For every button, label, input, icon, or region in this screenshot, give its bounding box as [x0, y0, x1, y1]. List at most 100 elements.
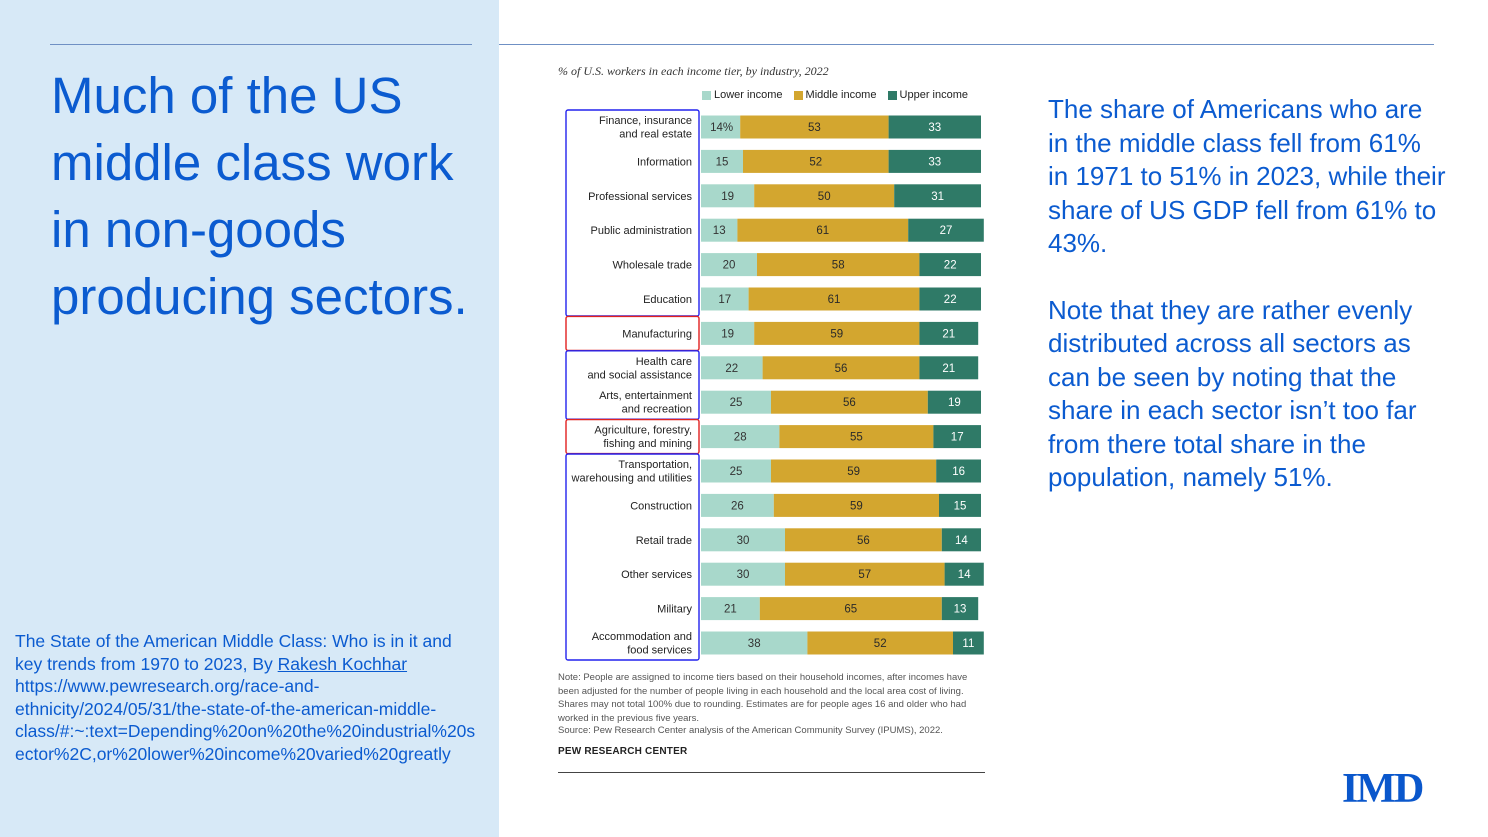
bar-lower — [701, 218, 738, 242]
chart-legend: Lower income Middle income Upper income — [702, 89, 976, 103]
data-label-middle: 59 — [830, 328, 843, 340]
data-label-lower: 25 — [730, 397, 743, 409]
bar-middle — [754, 184, 895, 208]
bar-upper — [953, 631, 984, 655]
data-label-middle: 56 — [835, 363, 848, 375]
bar-upper — [939, 493, 981, 517]
data-label-upper: 14 — [955, 535, 968, 547]
category-label: warehousing and utilities — [571, 473, 693, 485]
bar-middle — [771, 459, 937, 483]
commentary-paragraph-2: Note that they are rather evenly distrib… — [1048, 294, 1417, 493]
bar-upper — [927, 390, 981, 414]
bar-upper — [919, 321, 979, 345]
category-label: Education — [643, 294, 692, 306]
bar-middle — [771, 390, 928, 414]
bar-lower — [701, 149, 743, 173]
data-label-lower: 21 — [724, 604, 737, 616]
data-label-middle: 61 — [816, 225, 829, 237]
data-label-lower: 22 — [725, 363, 738, 375]
category-label: fishing and mining — [603, 438, 692, 450]
bar-middle — [807, 631, 953, 655]
data-label-upper: 16 — [952, 466, 965, 478]
category-label: and real estate — [619, 129, 692, 141]
chart-title: % of U.S. workers in each income tier, b… — [558, 64, 829, 78]
bar-lower — [701, 631, 808, 655]
data-label-upper: 33 — [928, 156, 941, 168]
bar-lower — [701, 425, 780, 449]
data-label-lower: 14% — [710, 122, 733, 134]
bar-middle — [754, 321, 920, 345]
data-label-upper: 14 — [958, 569, 971, 581]
bar-middle — [759, 597, 942, 621]
category-label: Transportation, — [618, 459, 692, 471]
data-label-upper: 33 — [928, 122, 941, 134]
data-label-upper: 17 — [951, 432, 964, 444]
data-label-upper: 13 — [954, 604, 967, 616]
bar-middle — [762, 356, 920, 380]
bar-upper — [888, 115, 981, 139]
bar-middle — [785, 562, 945, 586]
bar-lower — [701, 528, 785, 552]
category-label: Health care — [636, 356, 692, 368]
data-label-upper: 19 — [948, 397, 961, 409]
data-label-middle: 56 — [857, 535, 870, 547]
bar-upper — [933, 425, 981, 449]
data-label-middle: 65 — [844, 604, 857, 616]
legend-label-lower: Lower income — [714, 89, 783, 101]
data-label-middle: 52 — [874, 638, 887, 650]
data-label-lower: 30 — [737, 535, 750, 547]
bar-lower — [701, 287, 749, 311]
bar-lower — [701, 390, 771, 414]
bar-middle — [743, 149, 889, 173]
annotation-box-blue — [565, 109, 700, 317]
bar-upper — [944, 562, 984, 586]
legend-swatch-middle — [793, 90, 803, 100]
bar-middle — [785, 528, 942, 552]
data-label-middle: 61 — [828, 294, 841, 306]
data-label-middle: 58 — [832, 260, 845, 272]
bar-upper — [941, 597, 979, 621]
data-label-upper: 22 — [944, 260, 957, 272]
data-label-upper: 31 — [931, 191, 944, 203]
bar-upper — [908, 218, 984, 242]
data-label-middle: 50 — [818, 191, 831, 203]
category-label: and recreation — [622, 404, 692, 416]
author-link[interactable]: Rakesh Kochhar — [277, 653, 408, 674]
data-label-lower: 17 — [718, 294, 731, 306]
data-label-lower: 28 — [734, 432, 747, 444]
slide-headline: Much of the US middle class work in non-… — [51, 67, 468, 325]
bar-middle — [779, 425, 934, 449]
data-label-upper: 21 — [942, 363, 955, 375]
data-label-lower: 38 — [748, 638, 761, 650]
chart-source: Source: Pew Research Center analysis of … — [558, 725, 943, 736]
category-label: Agriculture, forestry, — [594, 425, 692, 437]
bar-upper — [888, 149, 981, 173]
legend-label-upper: Upper income — [899, 89, 969, 101]
source-prefix: The State of the American Middle Class: … — [15, 631, 452, 674]
bar-middle — [757, 253, 920, 277]
bar-middle — [737, 218, 909, 242]
bar-lower — [701, 184, 755, 208]
bar-lower — [701, 459, 771, 483]
bar-lower — [701, 493, 774, 517]
data-label-middle: 52 — [809, 156, 822, 168]
legend-item-middle: Middle income — [793, 89, 876, 101]
data-label-middle: 59 — [847, 466, 860, 478]
legend-item-lower: Lower income — [702, 89, 782, 101]
bar-lower — [701, 115, 741, 139]
category-label: Information — [637, 156, 692, 168]
bar-upper — [919, 356, 979, 380]
category-label: and social assistance — [587, 369, 692, 381]
data-label-lower: 15 — [716, 156, 729, 168]
bar-middle — [748, 287, 920, 311]
data-label-upper: 27 — [940, 225, 953, 237]
bar-upper — [919, 253, 981, 277]
imd-logo: IMD — [1342, 766, 1424, 812]
chart-bottom-rule — [558, 772, 985, 773]
source-url-link[interactable]: https://www.pewresearch.org/race-and-eth… — [15, 676, 476, 764]
category-label: Retail trade — [636, 535, 692, 547]
bar-upper — [919, 287, 981, 311]
data-label-lower: 13 — [713, 225, 726, 237]
category-label: Accommodation and — [592, 631, 692, 643]
bar-lower — [701, 562, 785, 586]
